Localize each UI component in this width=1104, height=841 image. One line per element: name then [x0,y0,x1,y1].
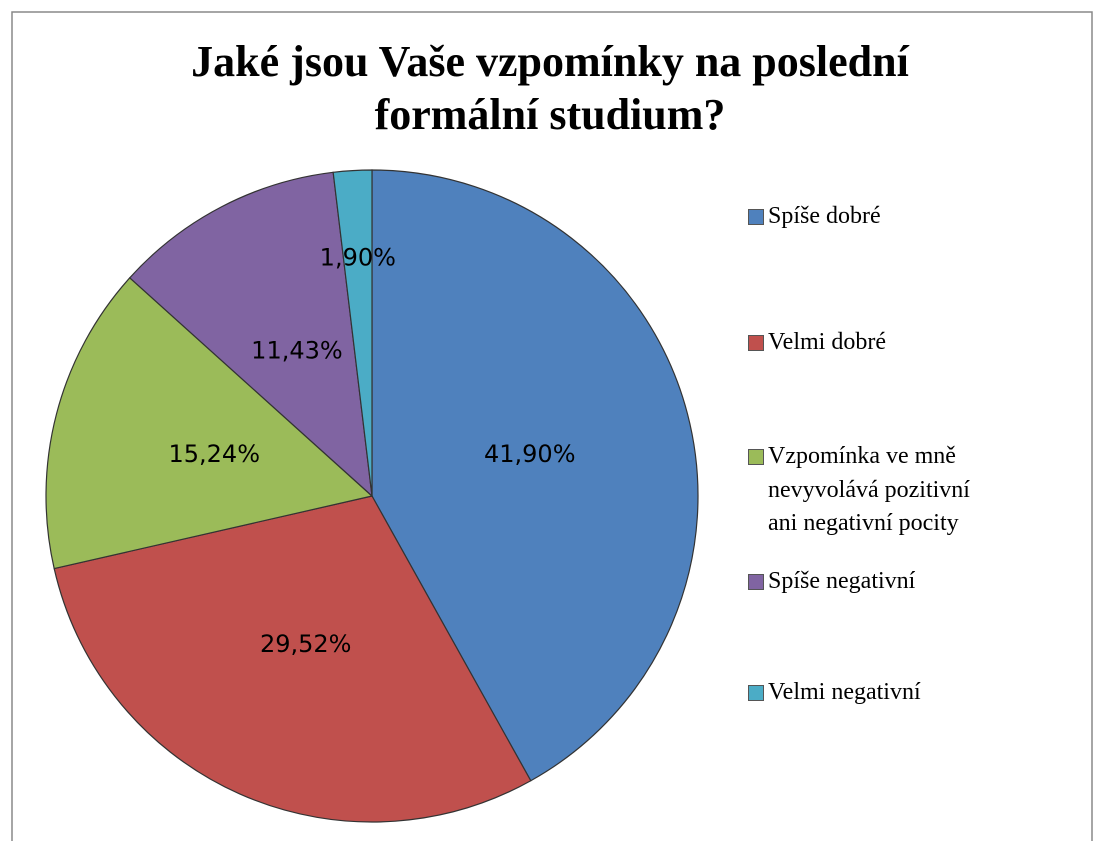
legend-item: Vzpomínka ve mně nevyvolává pozitivní an… [748,440,998,541]
legend-item: Spíše negativní [748,565,998,599]
data-label: 15,24% [168,440,260,468]
data-label: 41,90% [484,440,576,468]
data-label: 1,90% [320,243,396,271]
frame [11,11,1093,841]
legend-item: Spíše dobré [748,200,998,234]
pie-slice [371,169,699,782]
legend-swatch [748,335,764,351]
data-label: 11,43% [251,336,343,364]
data-label: 29,52% [260,630,352,658]
legend-label: Spíše negativní [768,568,916,594]
pie-slice [128,171,373,498]
legend-swatch [748,209,764,225]
legend-item: Velmi dobré [748,326,998,360]
legend-label: Velmi dobré [768,329,886,355]
legend-item: Velmi negativní [748,676,998,710]
pie-slice [45,276,374,570]
chart-title: Jaké jsou Vaše vzpomínky na poslední for… [191,37,909,139]
legend-swatch [748,685,764,701]
legend-label: Vzpomínka ve mně nevyvolává pozitivní an… [768,443,970,537]
legend-swatch [748,574,764,590]
legend-label: Spíše dobré [768,203,881,229]
legend-swatch [748,449,764,465]
legend-label: Velmi negativní [768,679,921,705]
pie-slice [332,169,373,497]
pie-slice [53,495,532,823]
